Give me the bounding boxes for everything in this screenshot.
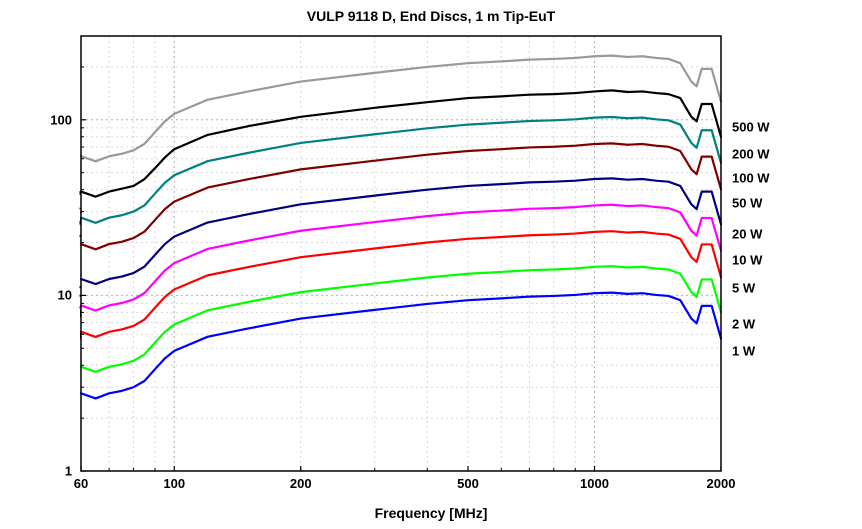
x-tick-label: 100 (163, 476, 185, 491)
y-tick-label: 100 (50, 112, 72, 127)
series-label: 50 W (732, 196, 762, 211)
x-tick-label: 200 (290, 476, 312, 491)
y-tick-label: 10 (58, 288, 72, 303)
plot-svg (80, 35, 722, 472)
series-label: 10 W (732, 253, 762, 268)
chart-title: VULP 9118 D, End Discs, 1 m Tip-EuT (0, 8, 862, 24)
chart-container: VULP 9118 D, End Discs, 1 m Tip-EuT E - … (0, 0, 862, 529)
x-tick-label: 1000 (580, 476, 609, 491)
series-label: 20 W (732, 227, 762, 242)
series-label: 100 W (732, 171, 770, 186)
series-label: 1 W (732, 344, 755, 359)
x-tick-label: 2000 (707, 476, 736, 491)
x-tick-label: 60 (74, 476, 88, 491)
series-label: 2 W (732, 317, 755, 332)
series-label: 200 W (732, 147, 770, 162)
series-label: 500 W (732, 120, 770, 135)
x-axis-label: Frequency [MHz] (0, 505, 862, 521)
series-label: 5 W (732, 281, 755, 296)
y-tick-label: 1 (65, 464, 72, 479)
x-tick-label: 500 (457, 476, 479, 491)
